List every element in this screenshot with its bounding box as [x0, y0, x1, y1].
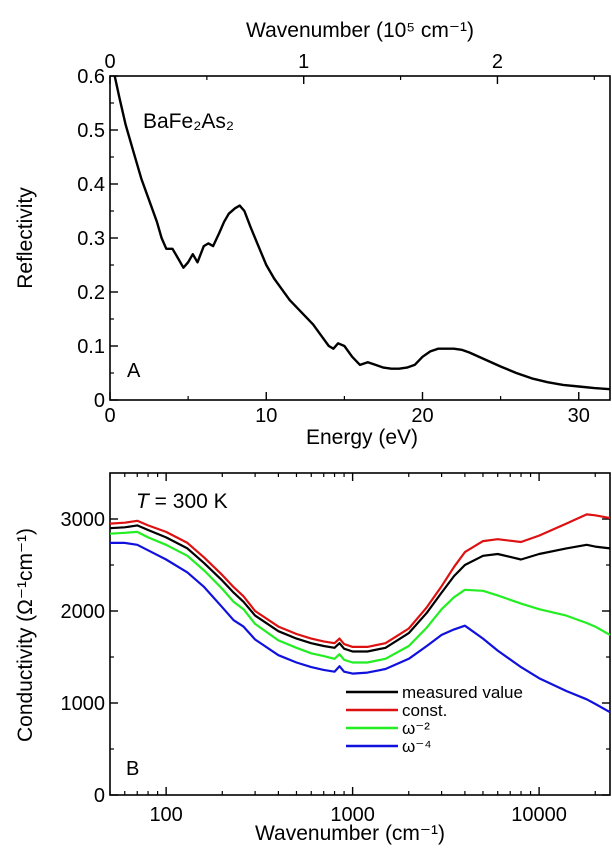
panel-a-label: A: [127, 360, 141, 382]
panel-b-series-line-1: [109, 513, 611, 648]
panel-b-legend-label-0: measured value: [402, 683, 523, 702]
panel-a-series-line-0: [113, 75, 611, 391]
panel-a-y-tick-label: 0.1: [77, 336, 105, 358]
panel-b-annotation-italic: T: [136, 490, 151, 513]
panel-b-y-tick-label: 2000: [61, 601, 106, 623]
panel-a-top-tick-label: 1: [298, 51, 309, 73]
panel-b-x-tick-label: 100: [149, 804, 182, 826]
panel-a-x-tick-label: 0: [104, 405, 115, 427]
panel-b-x-tick-label: 1000: [330, 804, 375, 826]
panel-b-y-tick-label: 1000: [61, 693, 106, 715]
panel-b-series-line-0: [109, 524, 611, 653]
panel-b-x-axis-label: Wavenumber (cm⁻¹): [255, 822, 445, 845]
panel-a-y-tick-label: 0: [94, 390, 105, 412]
panel-a-y-tick-label: 0.5: [77, 120, 105, 142]
panel-a-x-axis-label: Energy (eV): [306, 426, 418, 449]
panel-a-y-tick-label: 0.6: [77, 66, 105, 88]
panel-a-y-tick-label: 0.2: [77, 282, 105, 304]
panel-a-x-tick-label: 20: [411, 405, 433, 427]
panel-b-series-line-3: [110, 541, 611, 714]
panel-a-top-tick-label: 2: [492, 51, 503, 73]
panel-b-y-tick-label: 3000: [61, 509, 106, 531]
panel-a-top-axis-label: Wavenumber (10⁵ cm⁻¹): [246, 19, 474, 42]
panel-b-series-line-2: [109, 530, 611, 664]
panel-a-annotation: BaFe₂As₂: [143, 110, 234, 133]
panel-a-top-tick-label: 0: [104, 51, 115, 73]
panel-b-y-tick-label: 0: [94, 785, 105, 807]
panel-a-x-tick-label: 30: [568, 405, 590, 427]
panel-b-legend-label-1: const.: [402, 701, 447, 720]
panel-b: 100 1000 10000 0 1000 2000 3000 T = 300 K B me…: [14, 472, 611, 845]
panel-b-annotation: T = 300 K: [136, 490, 228, 513]
panel-b-legend-label-2: ω⁻²: [402, 719, 430, 738]
panel-a-y-axis-label: Reflectivity: [14, 187, 37, 289]
panel-b-x-tick-label: 10000: [511, 804, 567, 826]
panel-b-y-axis-label: Conductivity (Ω⁻¹cm⁻¹): [14, 528, 37, 742]
panel-a-x-tick-label: 10: [255, 405, 277, 427]
panel-a-y-tick-label: 0.3: [77, 228, 105, 250]
panel-b-annotation-rest: = 300 K: [149, 490, 228, 513]
panel-b-label: B: [126, 758, 139, 780]
panel-b-legend-label-3: ω⁻⁴: [402, 737, 432, 756]
panel-a: Wavenumber (10⁵ cm⁻¹) 0 1 2 0 10 20 30 0 0.1 0.2…: [14, 19, 611, 449]
panel-a-y-tick-label: 0.4: [77, 174, 105, 196]
